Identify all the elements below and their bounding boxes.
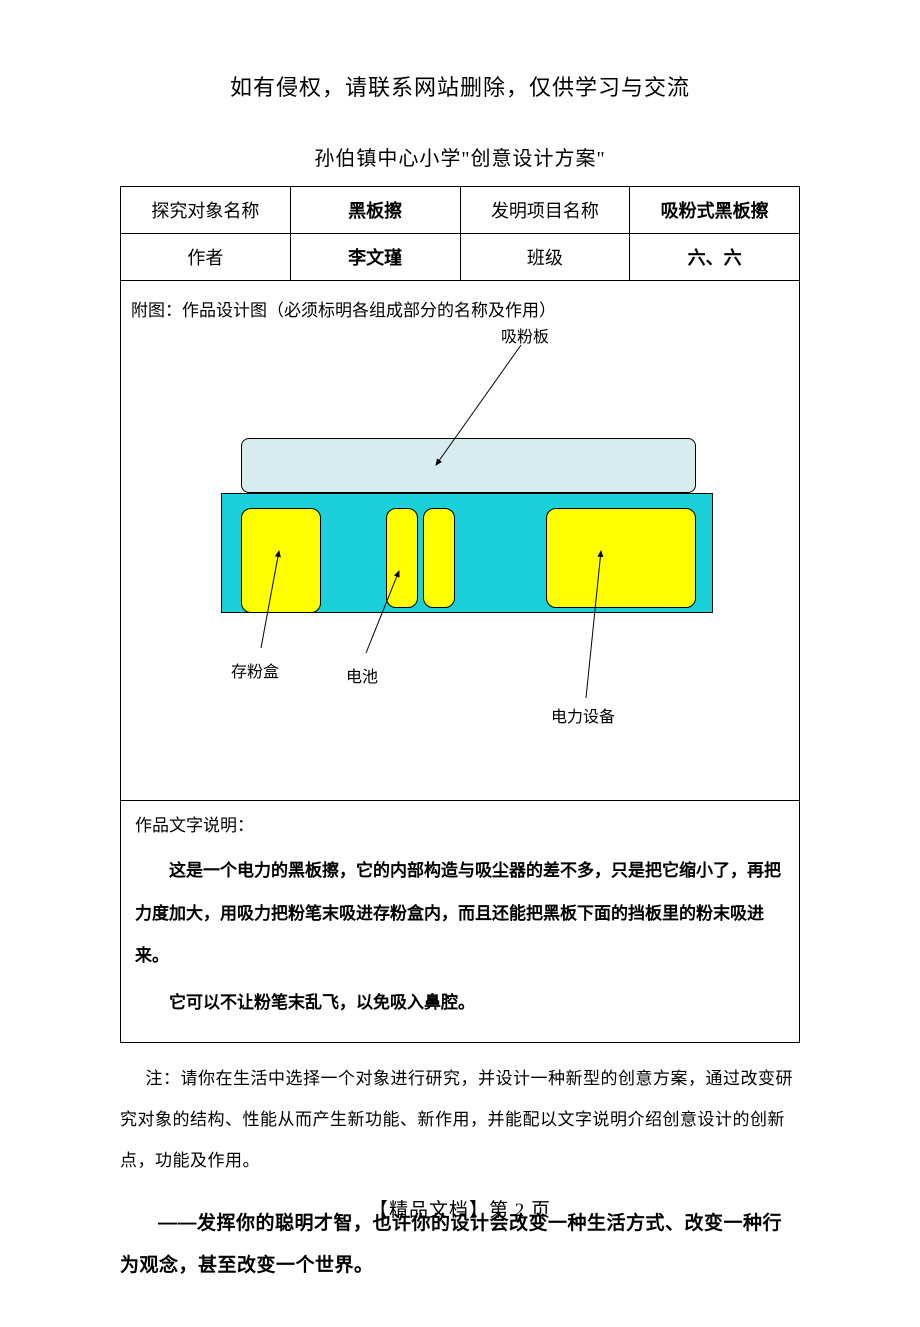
diagram-label-top: 吸粉板 — [501, 323, 549, 347]
diagram-label-box3: 电力设备 — [551, 703, 615, 727]
document-page: 如有侵权，请联系网站删除，仅供学习与交流 孙伯镇中心小学"创意设计方案" 探究对… — [0, 0, 920, 1327]
page-footer: 【精品文档】第 2 页 — [0, 1195, 920, 1222]
table-row: 作品文字说明： 这是一个电力的黑板擦，它的内部构造与吸尘器的差不多，只是把它缩小… — [121, 801, 800, 1043]
diagram-arrow-1 — [251, 541, 289, 658]
header-notice: 如有侵权，请联系网站删除，仅供学习与交流 — [120, 70, 800, 102]
design-form-table: 探究对象名称 黑板擦 发明项目名称 吸粉式黑板擦 作者 李文瑾 班级 六、六 附… — [120, 186, 800, 1043]
description-para-1: 这是一个电力的黑板擦，它的内部构造与吸尘器的差不多，只是把它缩小了，再把力度加大… — [135, 850, 785, 978]
cell-subject-value: 黑板擦 — [290, 187, 460, 234]
table-row: 附图：作品设计图（必须标明各组成部分的名称及作用） 吸粉板存粉盒 电池电力设备 — [121, 281, 800, 801]
table-row: 探究对象名称 黑板擦 发明项目名称 吸粉式黑板擦 — [121, 187, 800, 234]
diagram-inner-box-2 — [423, 508, 455, 608]
cell-class-value: 六、六 — [630, 234, 800, 281]
diagram-inner-box-3 — [546, 508, 696, 608]
cell-invention-label: 发明项目名称 — [460, 187, 630, 234]
cell-class-label: 班级 — [460, 234, 630, 281]
diagram-label-box2: 电池 — [346, 663, 378, 687]
diagram-cell: 附图：作品设计图（必须标明各组成部分的名称及作用） 吸粉板存粉盒 电池电力设备 — [121, 281, 800, 801]
description-title: 作品文字说明： — [135, 811, 785, 836]
table-row: 作者 李文瑾 班级 六、六 — [121, 234, 800, 281]
description-para-2: 它可以不让粉笔末乱飞，以免吸入鼻腔。 — [135, 982, 785, 1025]
document-title: 孙伯镇中心小学"创意设计方案" — [120, 142, 800, 171]
cell-author-label: 作者 — [121, 234, 291, 281]
diagram-label-box1: 存粉盒 — [231, 658, 279, 682]
diagram-arrow-2 — [356, 561, 409, 663]
note-text: 注：请你在生活中选择一个对象进行研究，并设计一种新型的创意方案，通过改变研究对象… — [120, 1059, 800, 1181]
diagram-caption: 附图：作品设计图（必须标明各组成部分的名称及作用） — [131, 296, 789, 321]
diagram-area: 吸粉板存粉盒 电池电力设备 — [131, 323, 789, 783]
cell-author-value: 李文瑾 — [290, 234, 460, 281]
diagram-arrow-3 — [576, 541, 611, 708]
description-cell: 作品文字说明： 这是一个电力的黑板擦，它的内部构造与吸尘器的差不多，只是把它缩小… — [121, 801, 800, 1043]
cell-subject-label: 探究对象名称 — [121, 187, 291, 234]
cell-invention-value: 吸粉式黑板擦 — [630, 187, 800, 234]
diagram-arrow-0 — [426, 335, 531, 475]
